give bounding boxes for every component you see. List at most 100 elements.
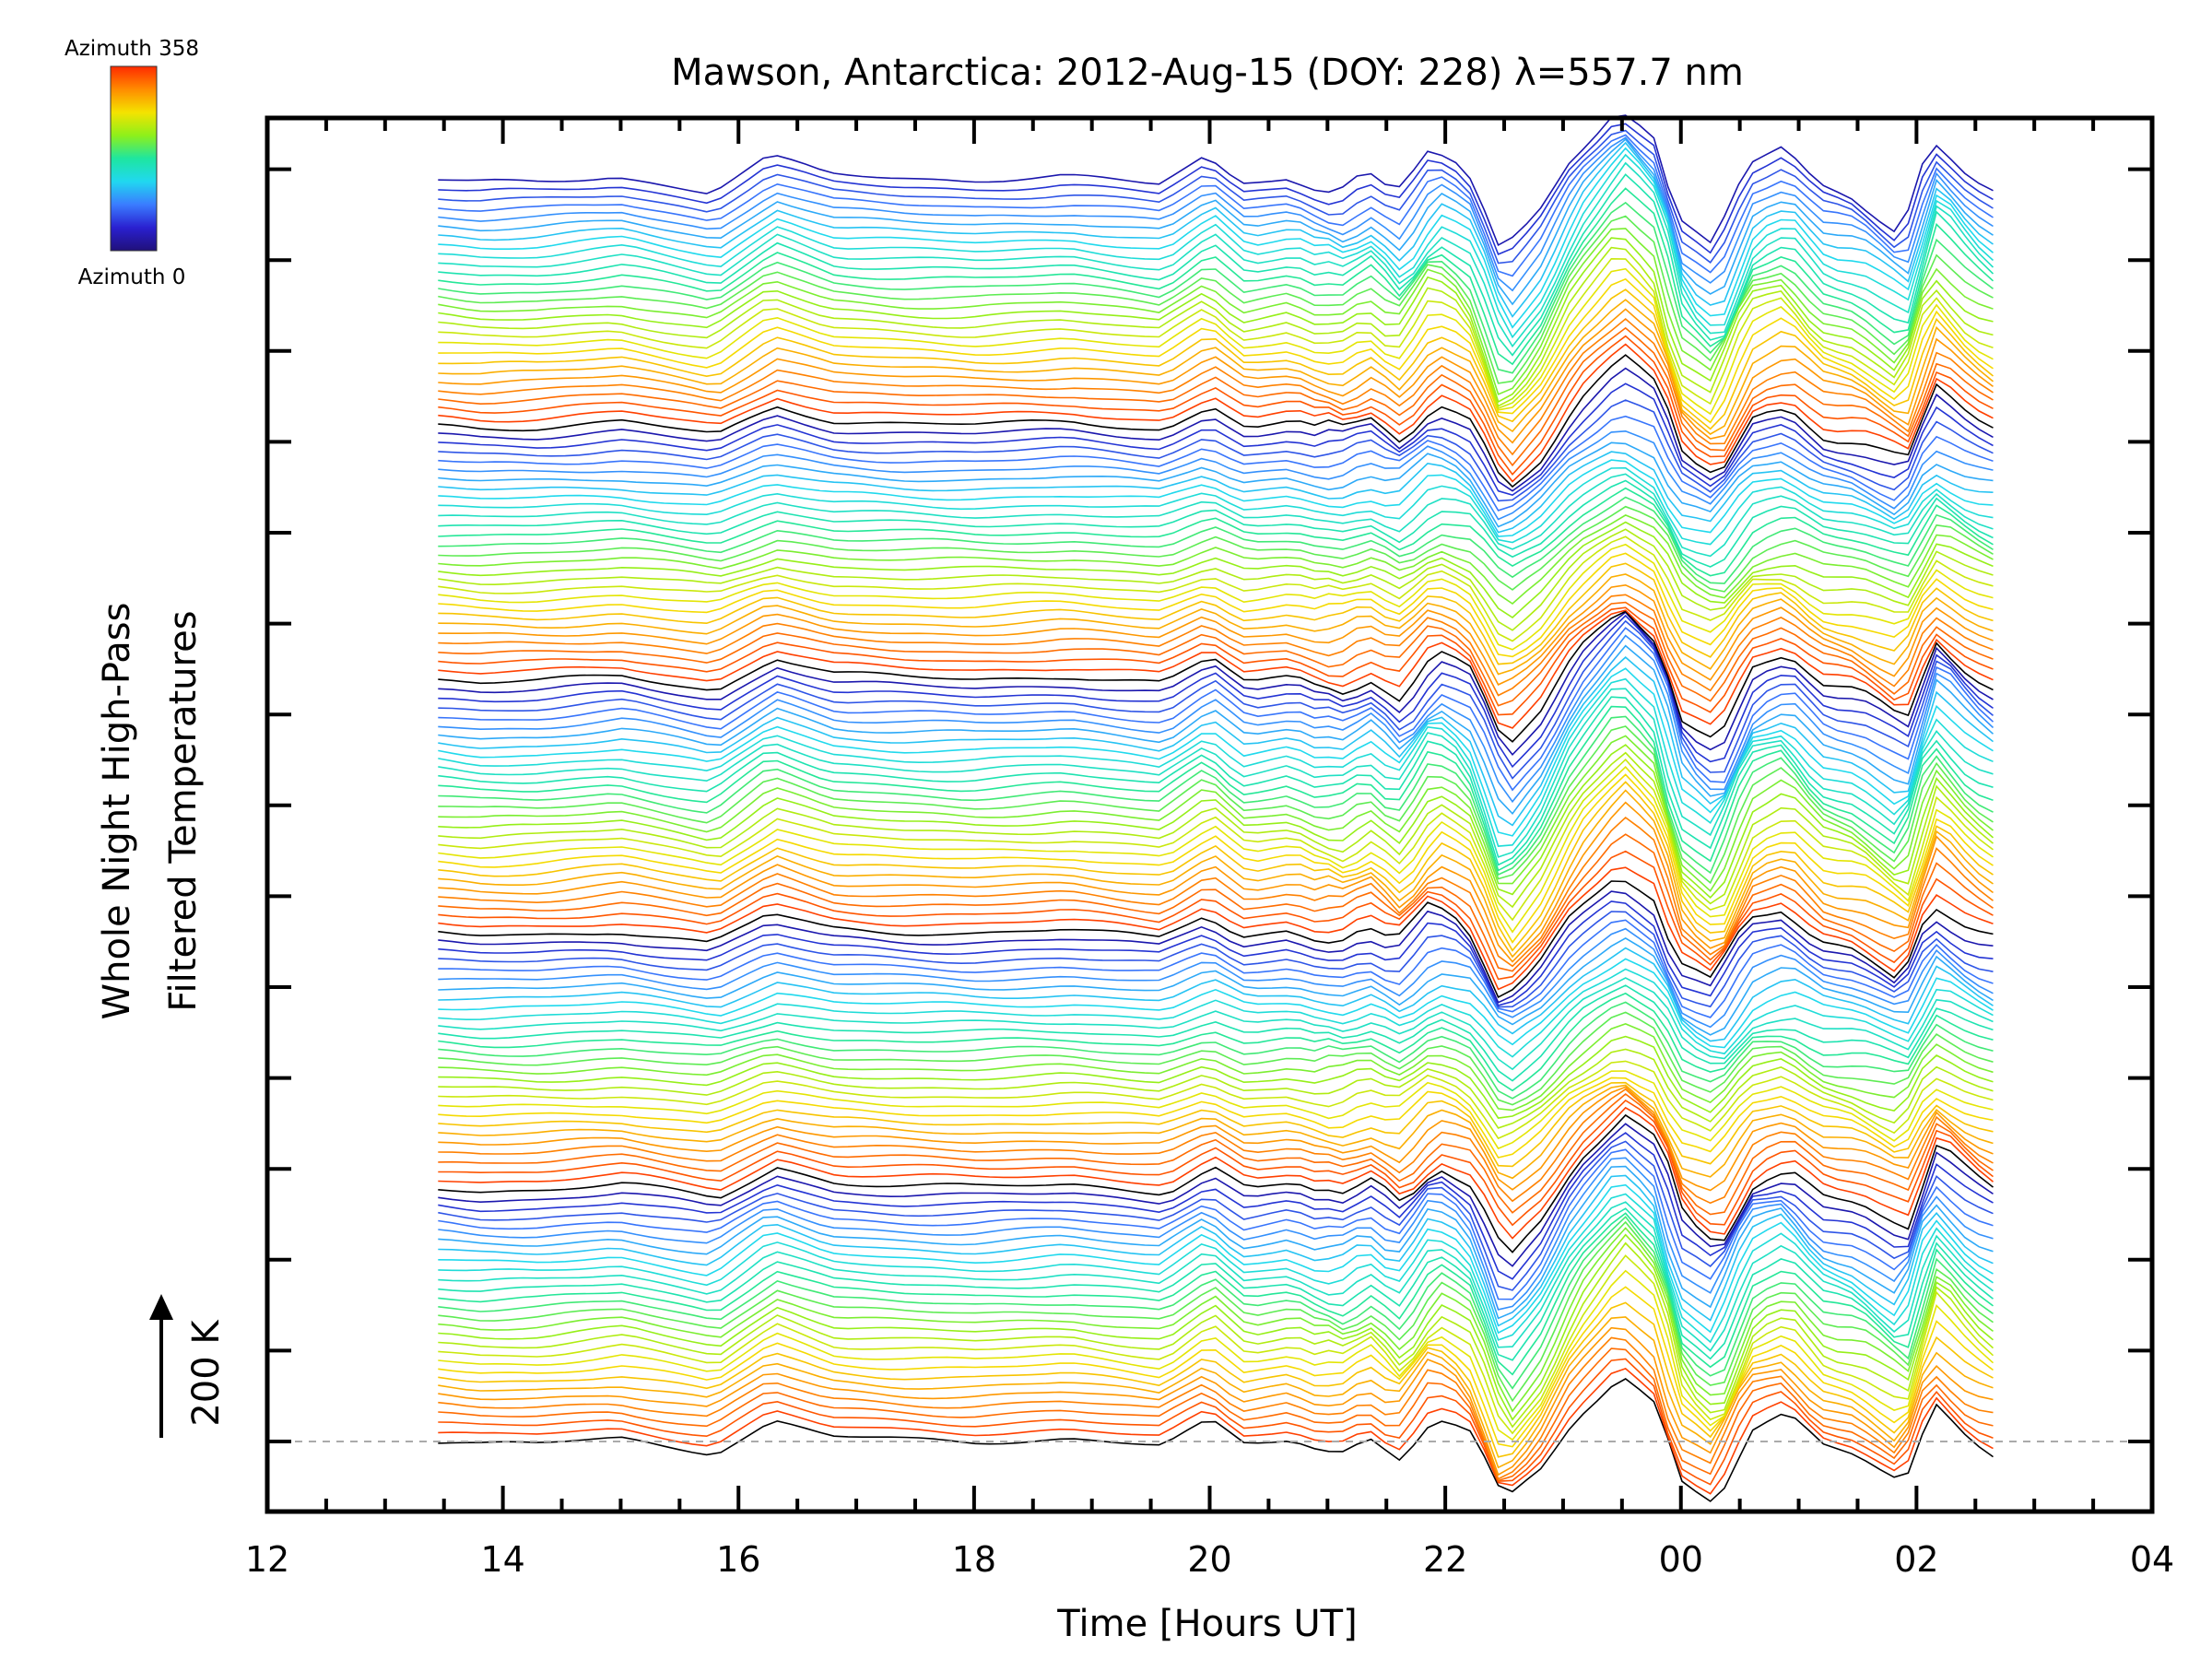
temperature-trace: [438, 866, 1994, 991]
temperature-trace: [438, 927, 1994, 1029]
temperature-trace: [438, 1165, 1994, 1320]
colorbar-top-label: Azimuth 358: [65, 37, 199, 61]
temperature-trace: [438, 173, 1994, 357]
temperature-trace: [438, 583, 1994, 686]
temperature-trace: [438, 1358, 1994, 1486]
temperature-trace: [438, 1132, 1994, 1280]
temperature-trace: [438, 514, 1994, 606]
temperature-trace: [438, 1086, 1994, 1192]
temperature-trace: [438, 919, 1994, 1018]
temperature-trace: [438, 382, 1994, 496]
temperature-trace: [438, 308, 1994, 444]
temperature-trace: [438, 1227, 1994, 1413]
temperature-trace: [438, 594, 1994, 697]
temperature-trace: [438, 1183, 1994, 1335]
temperature-trace: [438, 288, 1994, 430]
temperature-trace: [438, 880, 1994, 999]
temperature-trace: [438, 496, 1994, 584]
temperature-trace: [438, 1254, 1994, 1435]
temperature-trace: [438, 237, 1994, 404]
temperature-trace: [438, 1048, 1994, 1129]
temperature-trace: [438, 1326, 1994, 1477]
x-tick-label: 02: [1894, 1539, 1938, 1580]
temperature-trace: [438, 984, 1994, 1082]
temperature-trace: [438, 487, 1994, 577]
x-tick-label: 12: [245, 1539, 289, 1580]
y-axis-label-line2: Filtered Temperatures: [162, 610, 205, 1011]
temperature-trace: [438, 562, 1994, 665]
temperature-trace: [438, 1212, 1994, 1376]
temperature-trace: [438, 479, 1994, 568]
temperature-trace: [438, 656, 1994, 827]
temperature-trace: [438, 246, 1994, 407]
temperature-trace: [438, 466, 1994, 546]
temperature-trace: [438, 1220, 1994, 1403]
temperature-trace: [438, 147, 1994, 329]
temperature-trace: [438, 644, 1994, 816]
temperature-trace: [438, 1216, 1994, 1390]
temperature-trace: [438, 187, 1994, 366]
temperature-trace: [438, 850, 1994, 981]
x-tick-labels: 12 14 16 18 20 22 00 02 04: [245, 1539, 2174, 1580]
temperature-trace: [438, 161, 1994, 348]
temperature-trace: [438, 634, 1994, 804]
temperature-trace: [438, 1088, 1994, 1205]
temperature-trace: [438, 1207, 1994, 1361]
temperature-trace: [438, 1060, 1994, 1140]
scale-arrow-head: [149, 1294, 173, 1320]
temperature-trace: [438, 228, 1994, 395]
chart-title: Mawson, Antarctica: 2012-Aug-15 (DOY: 22…: [671, 52, 1744, 94]
temperature-trace: [438, 789, 1994, 959]
x-tick-label: 04: [2130, 1539, 2174, 1580]
temperature-trace: [438, 1092, 1994, 1216]
temperature-trace: [438, 535, 1994, 642]
temperature-trace: [438, 521, 1994, 619]
scale-indicator: 200 K: [149, 1294, 228, 1438]
temperature-trace: [438, 343, 1994, 483]
temperature-trace: [438, 1233, 1994, 1421]
temperature-trace: [438, 1378, 1994, 1502]
temperature-trace: [438, 543, 1994, 651]
temperature-trace: [438, 129, 1994, 265]
temperature-trace: [438, 766, 1994, 934]
temperature-trace: [438, 257, 1994, 410]
temperature-trace: [438, 1269, 1994, 1441]
temperature-trace: [438, 317, 1994, 456]
temperature-trace: [438, 354, 1994, 488]
temperature-trace: [438, 1336, 1994, 1480]
temperature-trace: [438, 573, 1994, 676]
temperature-trace: [438, 715, 1994, 877]
temperature-trace: [438, 900, 1994, 1006]
temperature-trace: [438, 1157, 1994, 1311]
temperature-trace: [438, 614, 1994, 769]
temperature-trace: [438, 1070, 1994, 1150]
temperature-trace: [438, 705, 1994, 872]
temperature-trace: [438, 1241, 1994, 1429]
temperature-trace: [438, 451, 1994, 534]
temperature-trace: [438, 958, 1994, 1049]
temperature-trace: [438, 1140, 1994, 1291]
temperature-trace: [438, 744, 1994, 900]
temperature-trace: [438, 1099, 1994, 1227]
colorbar: Azimuth 358 Azimuth 0: [65, 37, 199, 289]
temperature-trace: [438, 1201, 1994, 1352]
x-tick-label: 14: [480, 1539, 524, 1580]
temperature-trace: [438, 441, 1994, 528]
temperature-trace: [438, 1084, 1994, 1180]
temperature-trace: [438, 1123, 1994, 1267]
temperature-trace: [438, 751, 1994, 909]
y-axis-label-line1: Whole Night High-Pass: [96, 603, 138, 1020]
temperature-trace: [438, 696, 1994, 866]
temperature-trace: [438, 528, 1994, 631]
temperature-trace: [438, 367, 1994, 492]
temperature-trace: [438, 781, 1994, 952]
temperature-trace: [438, 735, 1994, 892]
temperature-trace: [438, 968, 1994, 1058]
temperature-trace: [438, 947, 1994, 1042]
x-tick-label: 00: [1659, 1539, 1703, 1580]
temperature-trace: [438, 1347, 1994, 1482]
temperature-traces: [438, 114, 1994, 1502]
temperature-trace: [438, 1011, 1994, 1106]
temperature-trace: [438, 1035, 1994, 1119]
temperature-trace: [438, 773, 1994, 944]
